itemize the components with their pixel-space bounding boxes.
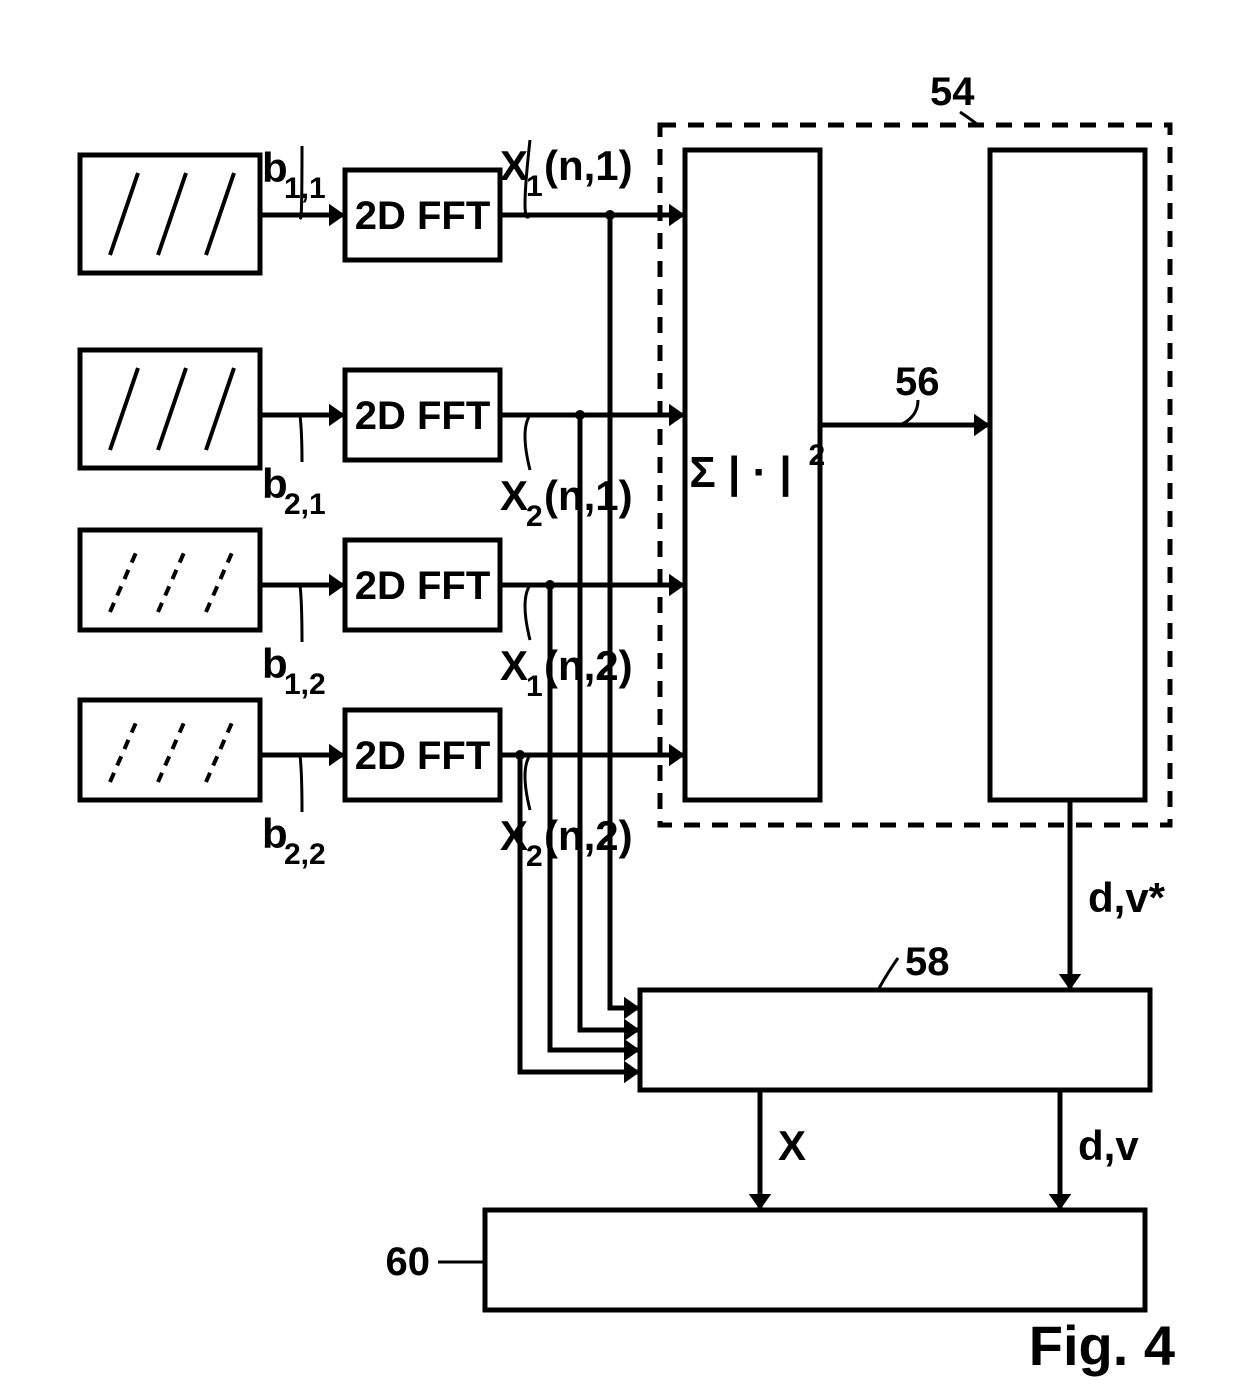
label-b22-sub: 2,2 xyxy=(284,838,326,871)
label-b11-sub: 1,1 xyxy=(284,172,326,205)
hatch-line xyxy=(158,548,186,612)
leader xyxy=(300,585,302,642)
leader xyxy=(300,755,302,812)
label-x2n2-sub: 2 xyxy=(526,840,543,873)
leader xyxy=(525,415,530,470)
leader-58 xyxy=(878,958,898,990)
label-X: X xyxy=(778,1122,806,1169)
block-60 xyxy=(485,1210,1145,1310)
hatch-line xyxy=(110,368,138,450)
label-x2n1: X xyxy=(500,472,528,519)
num-54: 54 xyxy=(930,70,975,114)
hatch-line xyxy=(206,368,234,450)
source-box-4 xyxy=(80,700,260,800)
label-dvstar: d,v* xyxy=(1088,874,1166,921)
detect-block xyxy=(990,150,1145,800)
hatch-line xyxy=(206,173,234,255)
hatch-line xyxy=(206,548,234,612)
fft-label: 2D FFT xyxy=(355,394,491,438)
label-x1n1-sub: 1 xyxy=(526,170,543,203)
source-box-3 xyxy=(80,530,260,630)
leader xyxy=(525,585,530,640)
num-56: 56 xyxy=(895,360,940,404)
sum-sup: 2 xyxy=(809,439,826,472)
figure-label: Fig. 4 xyxy=(1029,1314,1175,1377)
block-58 xyxy=(640,990,1150,1090)
label-dv: d,v xyxy=(1078,1122,1139,1169)
label-b12-sub: 1,2 xyxy=(284,668,326,701)
hatch-line xyxy=(158,718,186,782)
label-x1n2-arg: (n,2) xyxy=(544,642,633,689)
label-x2n2-arg: (n,2) xyxy=(544,812,633,859)
leader xyxy=(300,415,302,462)
label-x2n1-sub: 2 xyxy=(526,500,543,533)
num-60: 60 xyxy=(386,1240,431,1284)
hatch-line xyxy=(158,368,186,450)
fft-label: 2D FFT xyxy=(355,194,491,238)
sum-expr: Σ | · | xyxy=(689,448,791,498)
label-b21-sub: 2,1 xyxy=(284,488,326,521)
label-x2n1-arg: (n,1) xyxy=(544,472,633,519)
hatch-line xyxy=(110,718,138,782)
hatch-line xyxy=(158,173,186,255)
num-58: 58 xyxy=(905,940,950,984)
label-x2n2: X xyxy=(500,812,528,859)
fft-label: 2D FFT xyxy=(355,564,491,608)
hatch-line xyxy=(110,548,138,612)
label-x1n1-arg: (n,1) xyxy=(544,142,633,189)
leader xyxy=(525,755,530,810)
tap-line xyxy=(610,215,640,1008)
fft-label: 2D FFT xyxy=(355,734,491,778)
hatch-line xyxy=(206,718,234,782)
label-x1n2: X xyxy=(500,642,528,689)
hatch-line xyxy=(110,173,138,255)
label-x1n1: X xyxy=(500,142,528,189)
label-x1n2-sub: 1 xyxy=(526,670,543,703)
